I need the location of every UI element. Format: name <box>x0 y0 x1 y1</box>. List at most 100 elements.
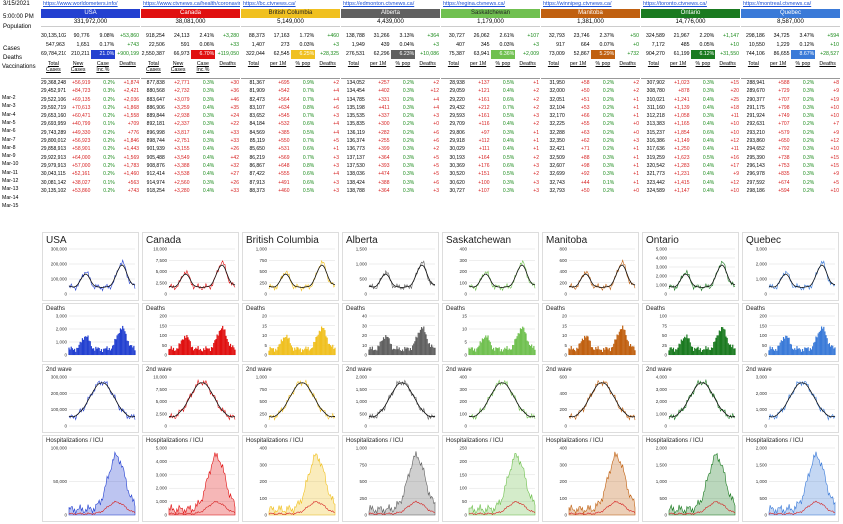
daily-row[interactable]: 84,184 +532 0.6% +4 <box>241 120 340 128</box>
daily-cell[interactable]: 0.6% <box>702 129 715 136</box>
daily-cell[interactable]: 0.3% <box>502 129 515 136</box>
daily-cell[interactable]: +56,919 <box>72 80 91 86</box>
daily-cell[interactable]: +64,000 <box>72 154 91 161</box>
daily-cell[interactable]: +1 <box>333 146 339 153</box>
daily-cell[interactable]: +15 <box>830 162 839 169</box>
daily-cell[interactable]: 87,422 <box>249 171 265 178</box>
daily-cell[interactable]: 0.3% <box>802 104 815 111</box>
daily-row[interactable]: 311,160 +1,139 0.4% +18 <box>641 104 740 112</box>
column-header[interactable]: New Cases <box>170 61 186 73</box>
daily-cell[interactable]: 0.2% <box>402 96 415 103</box>
daily-cell[interactable]: 0.6% <box>502 96 515 103</box>
daily-cell[interactable]: 295,390 <box>746 154 765 161</box>
chart-h[interactable]: Hospitalizations / ICU 2,000 1,500 1,000 500… <box>642 435 739 522</box>
daily-cell[interactable]: +3,538 <box>174 171 190 178</box>
daily-cell[interactable]: +10 <box>830 146 839 153</box>
daily-cell[interactable]: +10 <box>830 113 839 120</box>
daily-cell[interactable]: 0.4% <box>702 171 715 178</box>
daily-cell[interactable]: 82,473 <box>249 96 265 103</box>
daily-cell[interactable]: 0.3% <box>602 162 615 169</box>
chart-c[interactable]: USA 300,000 200,000 100,000 0 <box>42 232 139 301</box>
daily-row[interactable]: 135,198 +411 0.3% +4 <box>341 104 440 112</box>
daily-cell[interactable]: +729 <box>778 88 790 95</box>
daily-cell[interactable]: 323,442 <box>646 179 665 186</box>
daily-cell[interactable]: +364 <box>378 187 390 194</box>
daily-cell[interactable]: 85,650 <box>249 146 265 153</box>
daily-cell[interactable]: +57,000 <box>72 162 91 169</box>
daily-cell[interactable]: 0.4% <box>702 104 715 111</box>
chart-w[interactable]: 2nd wave 600 400 200 0 <box>542 364 639 433</box>
daily-cell[interactable]: +634 <box>278 104 290 111</box>
column-header[interactable]: Case Inc.% <box>96 61 110 73</box>
daily-cell[interactable]: +60,471 <box>72 113 91 120</box>
daily-row[interactable]: 87,913 +491 0.6% +3 <box>241 179 340 187</box>
daily-row[interactable]: 313,383 +1,165 0.4% +10 <box>641 120 740 128</box>
daily-row[interactable]: 32,170 +66 0.2% +1 <box>541 112 640 120</box>
cases-value[interactable]: +1,147 <box>722 33 739 39</box>
daily-cell[interactable]: 0.4% <box>202 129 215 136</box>
daily-cell[interactable]: +161 <box>478 113 490 120</box>
daily-cell[interactable]: 137,137 <box>346 154 365 161</box>
daily-cell[interactable]: 81,909 <box>249 88 265 95</box>
vacc-value[interactable]: 6.23% <box>390 50 416 59</box>
cases-value[interactable]: 918,254 <box>145 33 165 39</box>
daily-cell[interactable]: 32,288 <box>549 129 565 136</box>
daily-cell[interactable]: 312,218 <box>646 113 665 120</box>
daily-cell[interactable]: +3,259 <box>174 104 190 111</box>
deaths-value[interactable]: 0.12% <box>799 42 815 48</box>
daily-cell[interactable]: +53,860 <box>72 187 91 194</box>
vacc-value[interactable]: +31,550 <box>720 51 739 57</box>
chart-h[interactable]: Hospitalizations / ICU 100,000 50,000 0 <box>42 435 139 522</box>
deaths-value[interactable]: 273 <box>280 42 290 48</box>
chart-d[interactable]: Deaths 200 150 100 50 0 <box>742 303 839 362</box>
daily-row[interactable]: 323,442 +1,415 0.4% +12 <box>641 179 740 187</box>
daily-row[interactable]: 324,589 +1,147 0.4% +10 <box>641 187 740 195</box>
cases-value[interactable]: 90,776 <box>73 33 90 39</box>
daily-cell[interactable]: +393 <box>378 162 390 169</box>
column-header[interactable]: per 1M <box>470 61 487 67</box>
daily-cell[interactable]: 0.3% <box>202 179 215 186</box>
daily-cell[interactable]: +588 <box>778 80 790 86</box>
daily-cell[interactable]: 0.1% <box>602 179 615 186</box>
daily-cell[interactable]: 0.2% <box>103 138 115 145</box>
daily-cell[interactable]: 0.6% <box>302 171 315 178</box>
daily-row[interactable]: 32,104 +53 0.2% +1 <box>541 104 640 112</box>
vacc-value[interactable]: 73,009 <box>548 51 565 57</box>
daily-cell[interactable]: +2,732 <box>174 88 190 95</box>
daily-cell[interactable]: +2,938 <box>174 113 190 120</box>
deaths-value[interactable]: 0.03% <box>299 42 315 48</box>
daily-cell[interactable]: +6 <box>333 104 339 111</box>
deaths-value[interactable]: +33 <box>230 42 239 48</box>
daily-cell[interactable]: +27 <box>230 171 239 178</box>
daily-cell[interactable]: +2 <box>533 88 539 95</box>
daily-cell[interactable]: +1,023 <box>674 80 690 86</box>
daily-cell[interactable]: +24 <box>230 113 239 120</box>
daily-cell[interactable]: +0 <box>633 187 639 194</box>
daily-cell[interactable]: 0.3% <box>702 88 715 95</box>
cases-value[interactable]: 2.37% <box>599 33 615 39</box>
daily-row[interactable]: 136,773 +399 0.3% +2 <box>341 145 440 153</box>
daily-cell[interactable]: +300 <box>378 121 390 128</box>
daily-row[interactable]: 29,059 +121 0.4% +2 <box>441 87 540 95</box>
daily-cell[interactable]: 0.3% <box>802 162 815 169</box>
daily-cell[interactable]: +1 <box>633 113 639 120</box>
daily-cell[interactable]: +36 <box>230 88 239 95</box>
daily-cell[interactable]: 0.3% <box>602 154 615 161</box>
daily-row[interactable]: 312,218 +1,058 0.3% +11 <box>641 112 740 120</box>
daily-cell[interactable]: 877,838 <box>146 80 165 86</box>
column-header[interactable]: Case Inc.% <box>196 61 210 73</box>
daily-cell[interactable]: 29,922,913 <box>41 154 67 161</box>
daily-cell[interactable]: 32,170 <box>549 113 565 120</box>
daily-cell[interactable]: 0.2% <box>602 146 615 153</box>
daily-row[interactable]: 877,838 +2,771 0.3% +30 <box>141 79 240 87</box>
daily-cell[interactable]: +26 <box>230 146 239 153</box>
daily-cell[interactable]: +3 <box>333 113 339 120</box>
daily-cell[interactable]: 290,377 <box>746 96 765 103</box>
daily-cell[interactable]: +97 <box>481 129 490 136</box>
daily-row[interactable]: 134,052 +257 0.2% +2 <box>341 79 440 87</box>
daily-cell[interactable]: 86,867 <box>249 162 265 169</box>
daily-cell[interactable]: 135,535 <box>346 113 365 120</box>
daily-cell[interactable]: +753 <box>778 162 790 169</box>
deaths-value[interactable]: 10,550 <box>748 42 765 48</box>
daily-row[interactable]: 29,220 +161 0.6% +2 <box>441 96 540 104</box>
